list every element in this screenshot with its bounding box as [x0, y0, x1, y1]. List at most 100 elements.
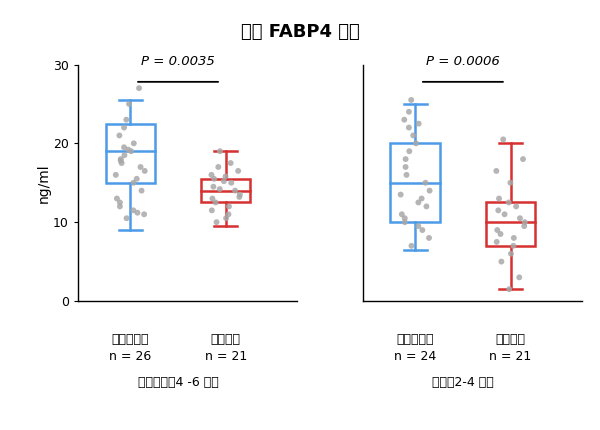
Point	[235, 194, 244, 200]
Point	[122, 116, 131, 123]
Point	[396, 191, 406, 198]
Point	[402, 172, 412, 178]
Point	[409, 132, 418, 139]
Point	[224, 211, 233, 218]
Point	[401, 156, 410, 163]
Point	[219, 178, 229, 184]
Text: P = 0.0006: P = 0.0006	[426, 55, 500, 68]
Point	[127, 148, 136, 155]
Point	[397, 211, 407, 218]
Point	[215, 186, 224, 193]
Point	[425, 187, 434, 194]
Point	[112, 195, 122, 202]
Point	[128, 207, 138, 214]
Point	[116, 157, 125, 164]
Point	[140, 168, 149, 175]
Point	[506, 250, 516, 257]
Point	[404, 108, 414, 115]
Point	[491, 168, 501, 175]
Point	[132, 175, 142, 182]
Point	[209, 175, 219, 182]
Text: 定型発達児: 定型発達児	[397, 332, 434, 346]
Point	[406, 97, 416, 104]
Point	[211, 199, 220, 206]
Point	[499, 136, 508, 143]
Point	[119, 144, 129, 151]
Point	[520, 219, 530, 226]
Point	[233, 168, 243, 175]
Point	[214, 163, 223, 170]
Point	[136, 163, 145, 170]
Point	[134, 85, 144, 92]
Point	[511, 203, 521, 210]
Point	[115, 199, 125, 206]
Point	[224, 203, 234, 210]
Point	[504, 199, 514, 206]
Point	[133, 209, 142, 216]
Point	[116, 156, 125, 163]
Point	[208, 195, 217, 202]
Point	[411, 140, 421, 147]
Point	[509, 243, 518, 249]
Point	[404, 124, 414, 131]
Text: 自閉症児: 自閉症児	[211, 332, 241, 346]
Point	[424, 234, 434, 241]
Text: 幼児（2-4 歳）: 幼児（2-4 歳）	[432, 376, 494, 389]
Point	[117, 160, 127, 166]
Point	[115, 203, 125, 210]
Point	[119, 124, 129, 131]
Point	[417, 195, 427, 202]
Text: 定型発達児: 定型発達児	[112, 332, 149, 346]
Text: 未就学児（4 -6 歳）: 未就学児（4 -6 歳）	[137, 376, 218, 389]
Point	[493, 227, 502, 233]
Point	[506, 179, 515, 186]
Point	[497, 258, 506, 265]
Point	[493, 207, 503, 214]
Bar	[106, 124, 155, 183]
Point	[520, 223, 529, 230]
Point	[500, 211, 509, 218]
Point	[401, 163, 410, 170]
Point	[221, 173, 230, 180]
Bar	[201, 179, 250, 203]
Point	[124, 146, 133, 153]
Point	[215, 148, 225, 155]
Point	[139, 211, 149, 218]
Point	[400, 219, 410, 226]
Point	[496, 230, 505, 237]
Bar	[486, 203, 535, 246]
Point	[407, 243, 416, 249]
Point	[400, 116, 409, 123]
Point	[518, 156, 528, 163]
Point	[124, 101, 134, 108]
Point	[509, 234, 518, 241]
Text: n = 21: n = 21	[490, 350, 532, 363]
Point	[128, 179, 138, 186]
Point	[494, 195, 504, 202]
Point	[111, 172, 121, 178]
Point	[115, 132, 124, 139]
Point	[418, 227, 427, 233]
Point	[212, 219, 221, 226]
Point	[226, 179, 236, 186]
Point	[492, 238, 502, 245]
Point	[206, 172, 216, 178]
Text: n = 21: n = 21	[205, 350, 247, 363]
Point	[400, 215, 410, 222]
Point	[515, 215, 525, 222]
Point	[413, 199, 423, 206]
Text: n = 24: n = 24	[394, 350, 436, 363]
Point	[235, 191, 245, 198]
Point	[505, 286, 514, 293]
Point	[422, 203, 431, 210]
Point	[221, 215, 231, 222]
Point	[514, 274, 524, 281]
Text: 血中 FABP4 濃度: 血中 FABP4 濃度	[241, 23, 359, 41]
Point	[230, 187, 240, 194]
Point	[413, 223, 423, 230]
Bar	[391, 143, 440, 222]
Text: P = 0.0035: P = 0.0035	[141, 55, 215, 68]
Point	[119, 152, 129, 159]
Point	[421, 179, 430, 186]
Point	[122, 215, 131, 222]
